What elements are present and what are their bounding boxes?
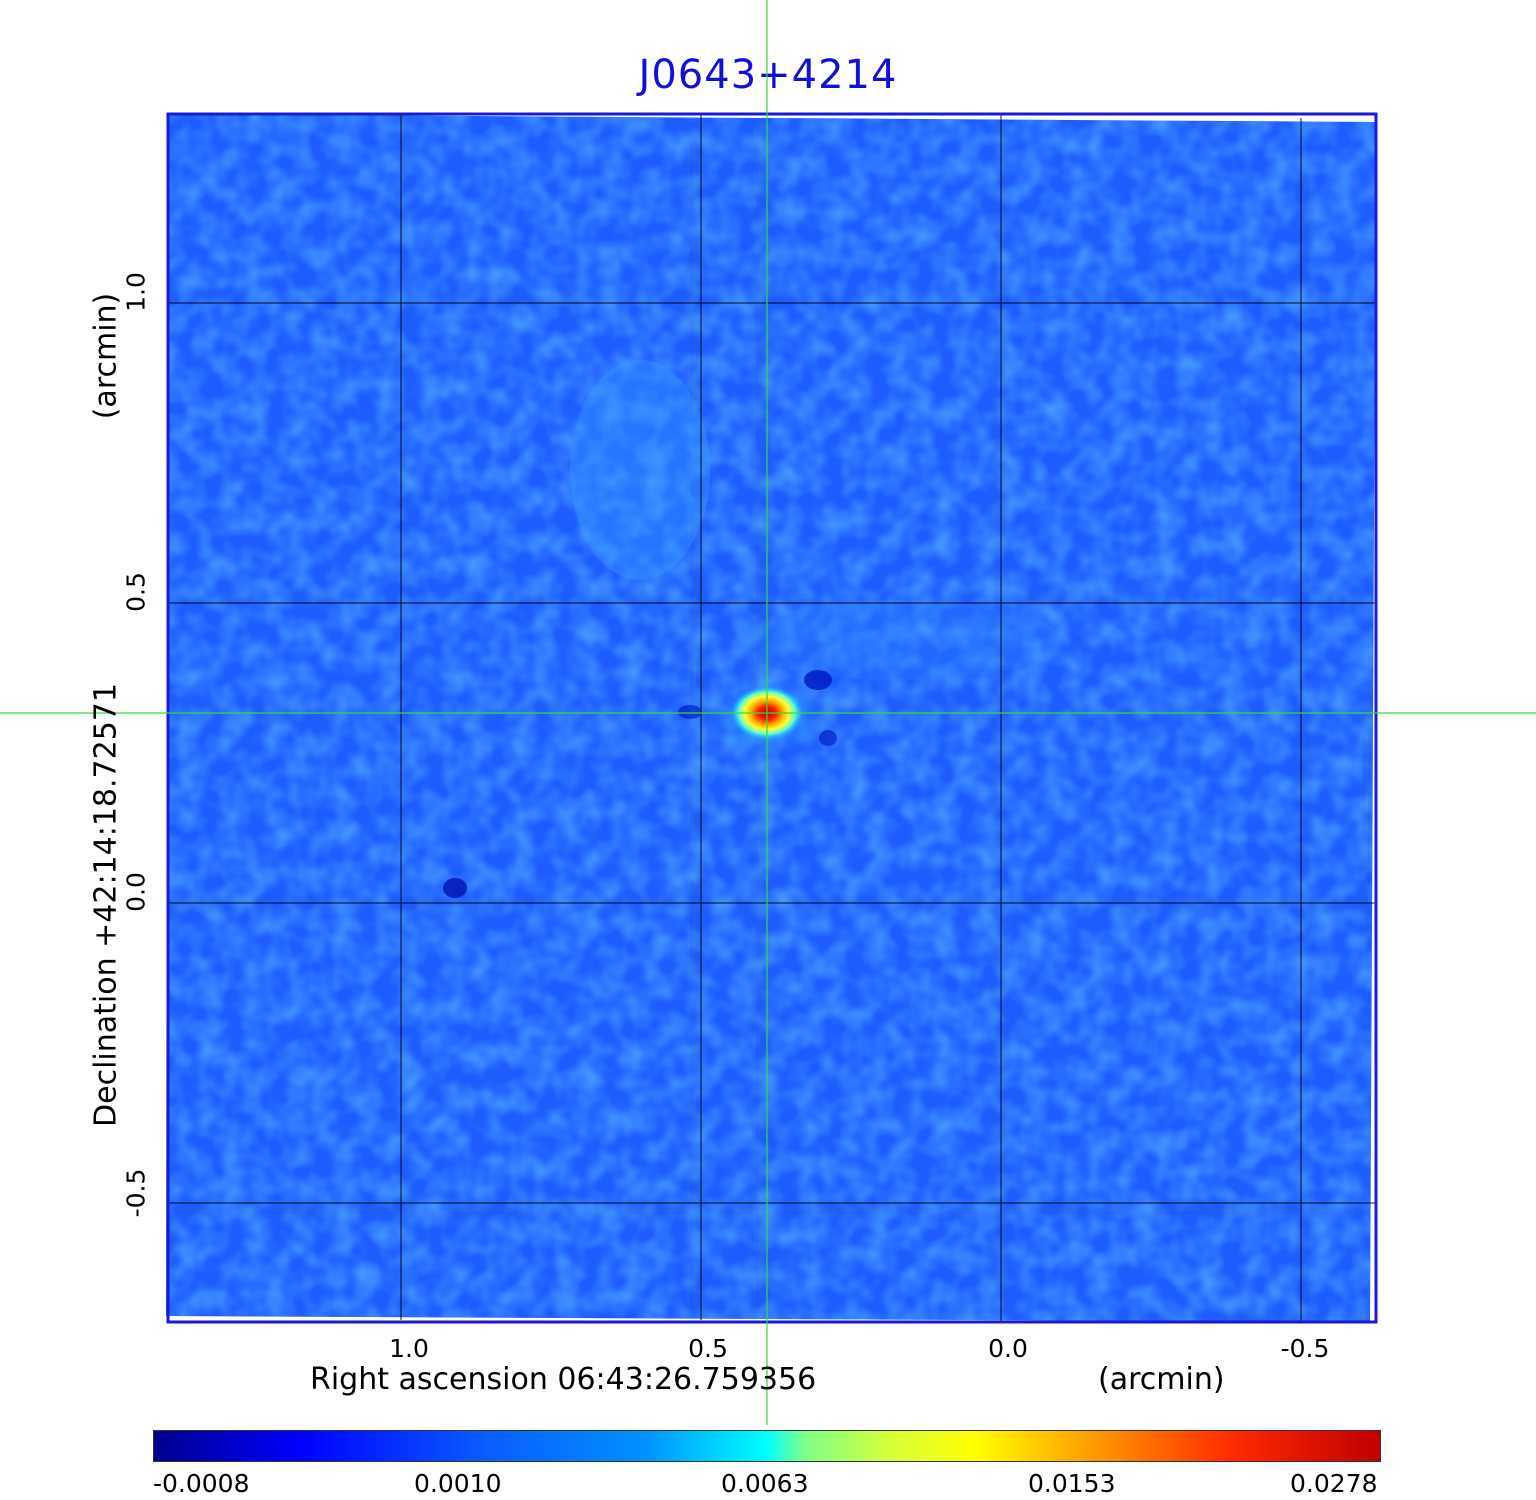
ra-axis-label: Right ascension 06:43:26.759356: [310, 1362, 817, 1397]
colorbar-tick-label: 0.0010: [414, 1469, 502, 1498]
dec-axis-unit: (arcmin): [88, 292, 124, 420]
ra-tick-label: 0.5: [688, 1334, 728, 1363]
crosshair: [0, 0, 1536, 1425]
ra-tick-label: -0.5: [1280, 1334, 1330, 1363]
dec-tick-label: 0.0: [121, 872, 151, 912]
colorbar-tick-label: 0.0063: [721, 1469, 809, 1498]
colorbar: [153, 1430, 1381, 1462]
colorbar-tick-label: 0.0153: [1028, 1469, 1116, 1498]
dec-axis-label: Declination +42:14:18.72571: [88, 683, 124, 1127]
colorbar-tick-label: -0.0008: [153, 1469, 250, 1498]
dec-tick-label: 1.0: [121, 272, 151, 312]
ra-axis-unit: (arcmin): [1098, 1362, 1225, 1397]
ra-tick-label: 1.0: [389, 1334, 429, 1363]
dec-tick-label: -0.5: [121, 1168, 151, 1218]
image-frame: [166, 112, 1378, 1324]
coordinate-grid: [168, 114, 1376, 1322]
ra-tick-label: 0.0: [988, 1334, 1028, 1363]
colorbar-tick-label: 0.0278: [1290, 1469, 1378, 1498]
dec-tick-label: 0.5: [121, 572, 151, 612]
